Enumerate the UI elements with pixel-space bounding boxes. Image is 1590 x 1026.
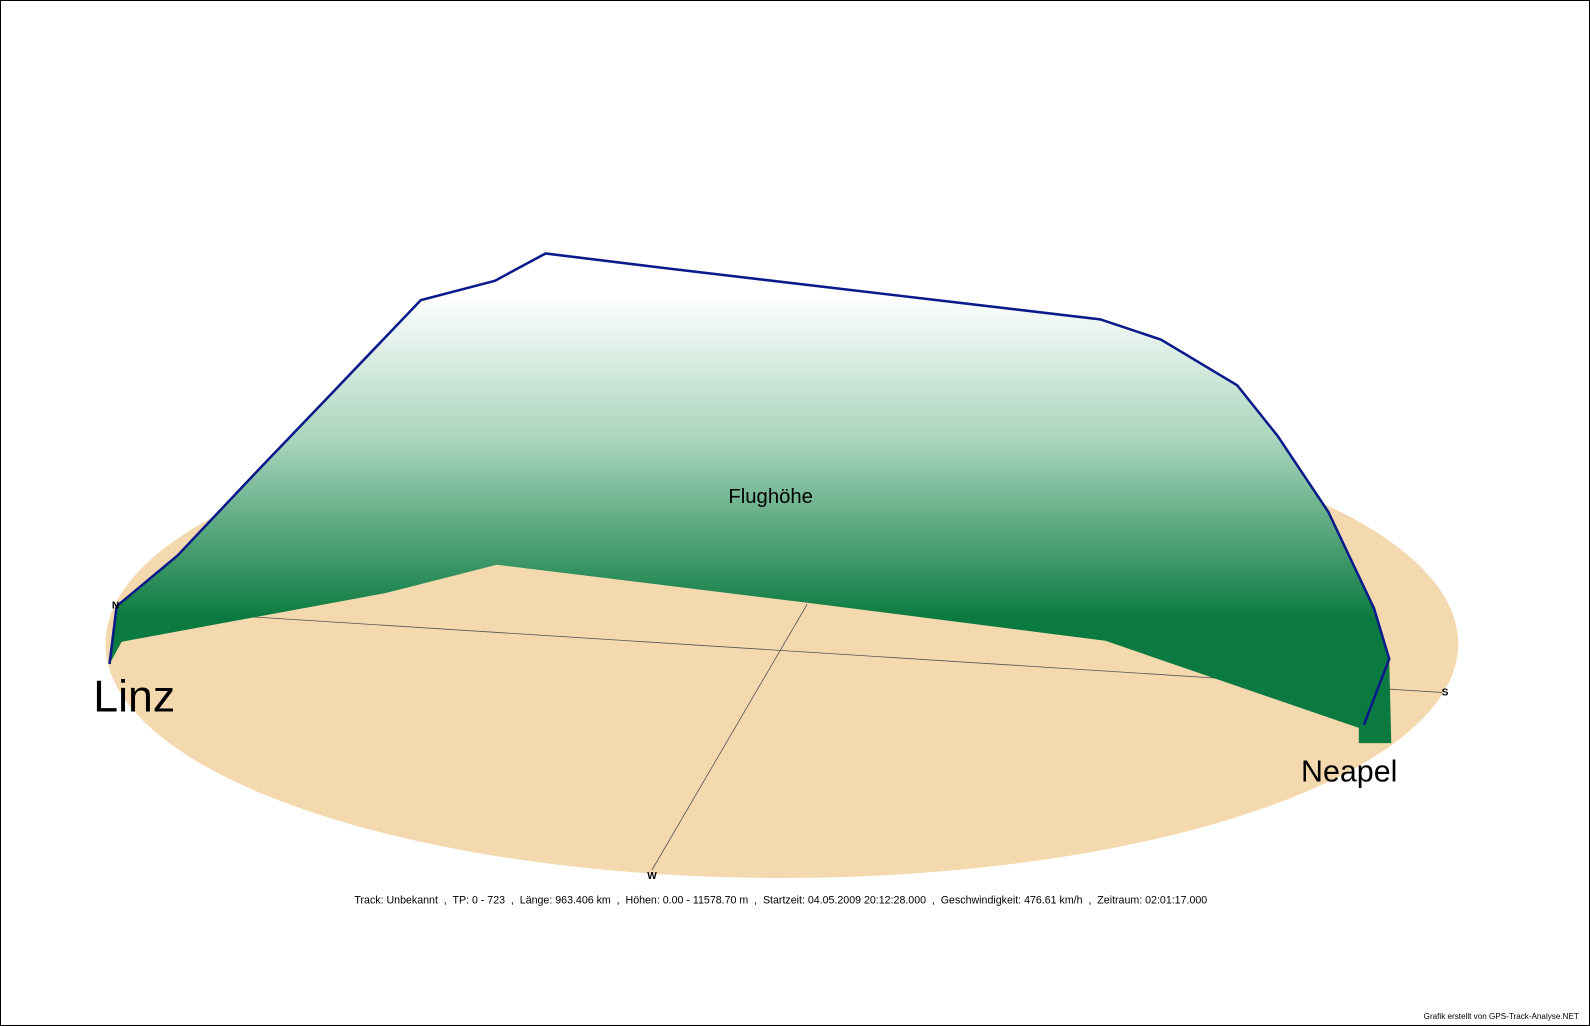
credit: Grafik erstellt von GPS-Track-Analyse.NE… (1424, 1012, 1579, 1021)
compass-south: S (1442, 687, 1449, 698)
title: Flughöhe (728, 486, 813, 508)
end-place: Neapel (1301, 755, 1397, 789)
west-axis (651, 604, 808, 871)
flight-track (108, 252, 1391, 726)
compass-west: W (647, 871, 657, 882)
track-info: Track: Unbekannt , TP: 0 - 723 , Länge: … (354, 894, 1207, 906)
start-place: Linz (93, 673, 175, 722)
compass-north: N (112, 600, 119, 611)
altitude-curtain (109, 253, 1392, 744)
